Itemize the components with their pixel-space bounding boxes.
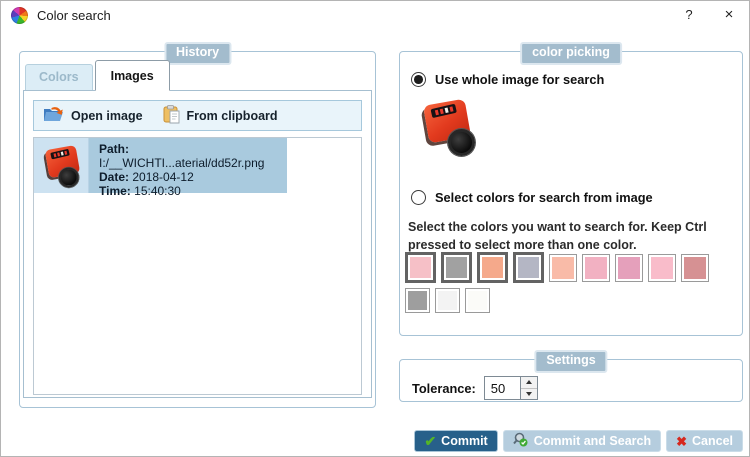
color-swatch[interactable] xyxy=(549,253,577,282)
clipboard-icon xyxy=(163,104,180,127)
date-line: Date: 2018-04-12 xyxy=(99,170,194,184)
color-swatch[interactable] xyxy=(648,253,676,282)
history-tabs: Colors Images xyxy=(25,60,170,91)
image-thumbnail xyxy=(34,138,89,193)
swatch-color-fill xyxy=(408,291,427,310)
tab-images[interactable]: Images xyxy=(94,60,170,91)
history-group-label: History xyxy=(163,42,232,65)
color-swatch[interactable] xyxy=(615,253,643,282)
time-line: Time: 15:40:30 xyxy=(99,184,181,198)
arrow-up-icon xyxy=(525,380,532,385)
color-swatch[interactable] xyxy=(405,252,436,283)
swatch-color-fill xyxy=(585,256,607,279)
spin-down-button[interactable] xyxy=(521,389,537,400)
swatch-color-fill xyxy=(618,256,640,279)
swatch-color-fill xyxy=(684,256,706,279)
swatch-color-fill xyxy=(410,257,431,278)
radio-select-colors[interactable]: Select colors for search from image xyxy=(411,190,653,205)
spin-up-button[interactable] xyxy=(520,377,537,389)
color-swatch[interactable] xyxy=(477,252,508,283)
history-list-item-selected[interactable]: Path: I:/__WICHTI...aterial/dd52r.png Da… xyxy=(34,138,287,198)
color-swatch[interactable] xyxy=(582,253,610,282)
swatch-color-fill xyxy=(446,257,467,278)
color-swatch[interactable] xyxy=(405,288,430,313)
swatch-color-fill xyxy=(468,291,487,310)
radio-use-whole-image[interactable]: Use whole image for search xyxy=(411,72,604,87)
open-image-button[interactable]: Open image xyxy=(43,106,143,126)
check-icon: ✔ xyxy=(424,433,437,449)
search-check-icon xyxy=(512,432,529,450)
tolerance-value[interactable]: 50 xyxy=(490,381,506,396)
device-thumbnail-image xyxy=(41,143,81,189)
swatch-row-2 xyxy=(405,288,490,313)
radio-button-unchecked-icon[interactable] xyxy=(411,190,426,205)
open-folder-icon xyxy=(43,106,64,126)
commit-and-search-button[interactable]: Commit and Search xyxy=(502,430,662,452)
settings-group-label: Settings xyxy=(534,350,608,373)
cancel-label: Cancel xyxy=(692,434,733,448)
device-preview-image xyxy=(418,96,478,158)
swatch-color-fill xyxy=(482,257,503,278)
from-clipboard-label: From clipboard xyxy=(186,108,278,123)
dialog-action-buttons: ✔ Commit Commit and Search ✖ Cancel xyxy=(414,430,743,452)
swatch-color-fill xyxy=(552,256,574,279)
path-line: Path: I:/__WICHTI...aterial/dd52r.png xyxy=(99,142,265,170)
radio-button-checked-icon[interactable] xyxy=(411,72,426,87)
tab-colors[interactable]: Colors xyxy=(25,64,93,90)
history-image-list[interactable]: Path: I:/__WICHTI...aterial/dd52r.png Da… xyxy=(33,137,362,395)
window-title: Color search xyxy=(37,7,111,23)
spinner-buttons xyxy=(519,377,537,400)
settings-groupbox: Settings Tolerance: 50 xyxy=(399,350,743,402)
commit-and-search-label: Commit and Search xyxy=(533,434,652,448)
swatch-row-1 xyxy=(405,252,709,283)
commit-label: Commit xyxy=(441,434,488,448)
color-picking-groupbox: color picking Use whole image for search… xyxy=(399,42,743,336)
history-groupbox: History Colors Images Open image xyxy=(19,42,376,408)
image-metadata: Path: I:/__WICHTI...aterial/dd52r.png Da… xyxy=(89,138,287,198)
radio-use-whole-image-label: Use whole image for search xyxy=(435,72,605,87)
help-button[interactable]: ? xyxy=(685,7,693,22)
tolerance-row: Tolerance: 50 xyxy=(412,376,538,400)
swatch-instruction-text: Select the colors you want to search for… xyxy=(408,220,707,253)
images-tab-panel: Open image From clipboard xyxy=(23,90,372,398)
color-picking-group-label: color picking xyxy=(520,42,622,65)
color-swatch[interactable] xyxy=(681,253,709,282)
swatch-color-fill xyxy=(651,256,673,279)
color-swatch[interactable] xyxy=(465,288,490,313)
color-swatch[interactable] xyxy=(441,252,472,283)
open-image-label: Open image xyxy=(71,108,143,123)
swatch-color-fill xyxy=(438,291,457,310)
radio-select-colors-label: Select colors for search from image xyxy=(435,190,653,205)
title-bar: Color search ? × xyxy=(1,1,749,29)
color-wheel-icon xyxy=(11,6,28,24)
cancel-button[interactable]: ✖ Cancel xyxy=(666,430,743,452)
swatch-color-fill xyxy=(518,257,539,278)
tolerance-spinbox[interactable]: 50 xyxy=(483,376,538,400)
image-toolbar: Open image From clipboard xyxy=(33,100,362,131)
tolerance-label: Tolerance: xyxy=(412,380,476,396)
close-button[interactable]: × xyxy=(724,6,734,23)
cancel-x-icon: ✖ xyxy=(676,433,687,449)
arrow-down-icon xyxy=(525,391,532,396)
color-swatch[interactable] xyxy=(435,288,460,313)
color-swatch[interactable] xyxy=(513,252,544,283)
from-clipboard-button[interactable]: From clipboard xyxy=(163,104,278,127)
commit-button[interactable]: ✔ Commit xyxy=(414,430,498,452)
